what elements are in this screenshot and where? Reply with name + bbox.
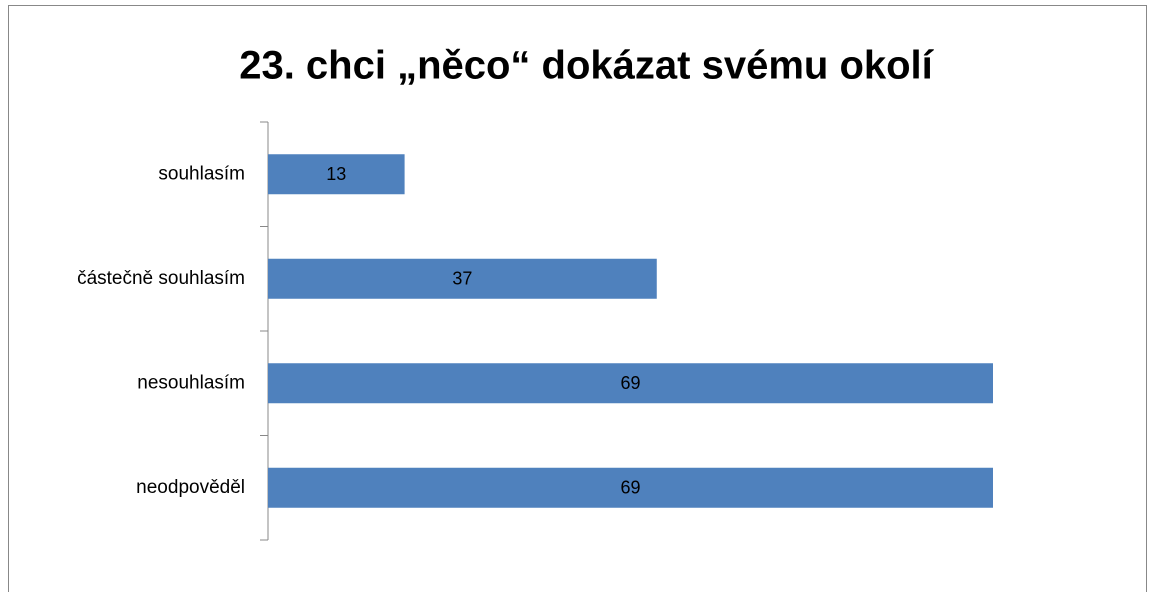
bar (268, 258, 657, 299)
chart-title: 23. chci „něco“ dokázat svému okolí (239, 44, 934, 88)
y-tick-label: nesouhlasím (137, 372, 245, 393)
bar (268, 363, 993, 404)
y-tick-label: souhlasím (158, 163, 245, 184)
data-label: 37 (452, 269, 472, 289)
data-label: 69 (620, 478, 640, 498)
bar (268, 467, 993, 508)
y-tick-label: neodpověděl (136, 477, 245, 498)
data-label: 13 (326, 164, 346, 184)
y-tick-label: částečně souhlasím (77, 268, 245, 289)
data-label: 69 (620, 373, 640, 393)
bar (268, 154, 405, 195)
